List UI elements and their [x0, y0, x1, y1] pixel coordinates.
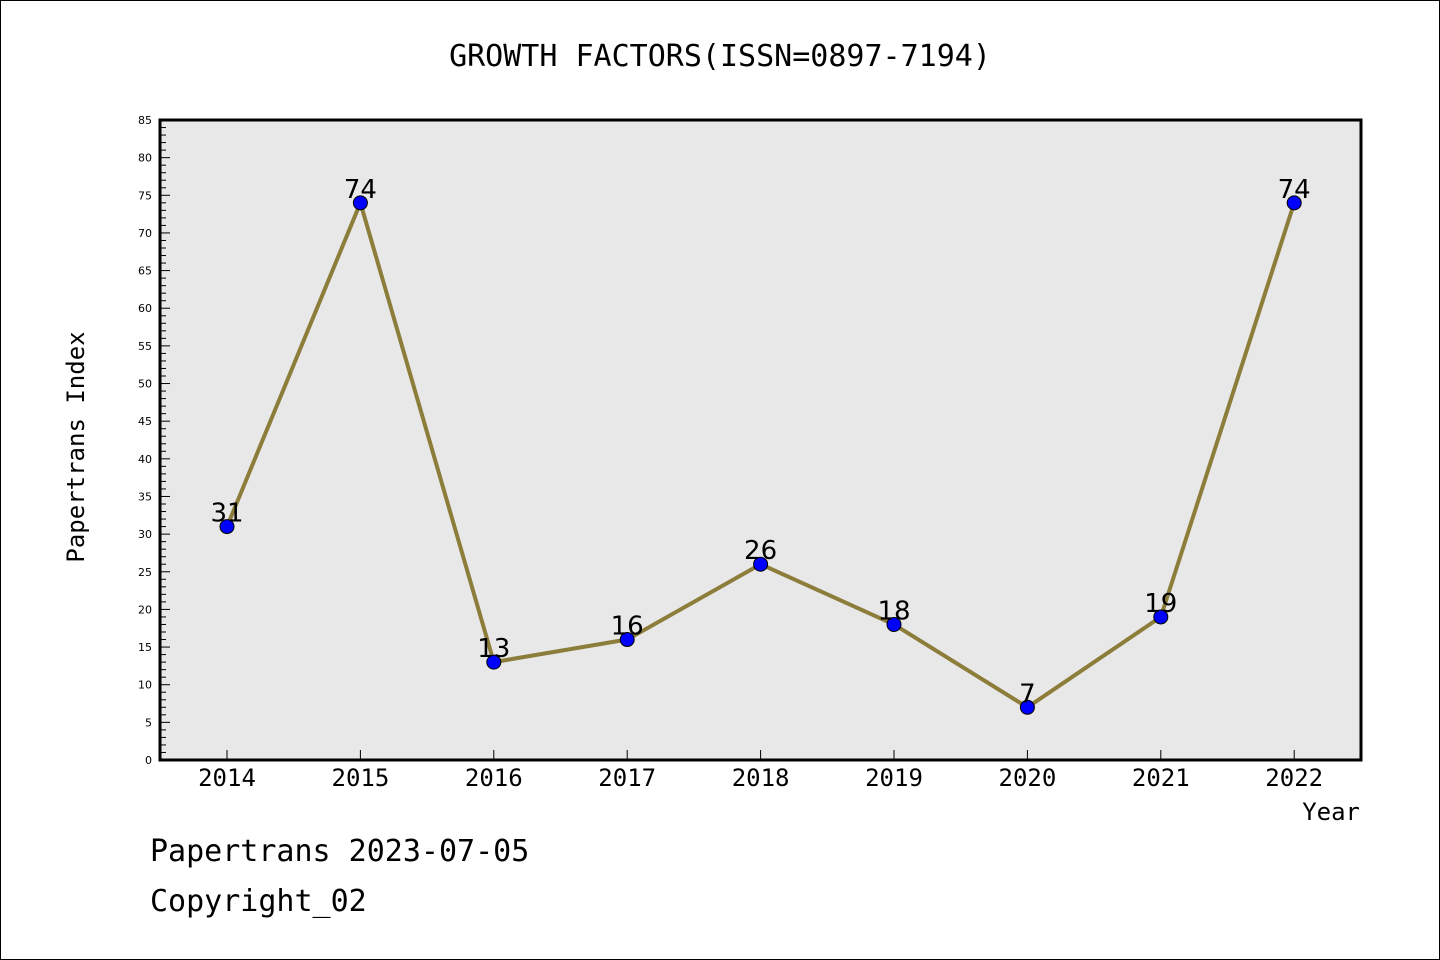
data-label-group: 31 74 13 16 26 18 7 19 74: [210, 175, 1310, 709]
data-point: [1019, 699, 1035, 715]
data-point: [352, 195, 368, 211]
x-tick-label: 2018: [732, 764, 790, 792]
y-tick-label: 70: [138, 227, 152, 240]
x-tick-label: 2020: [999, 764, 1057, 792]
y-tick-label: 5: [145, 716, 152, 729]
data-label: 7: [1019, 679, 1036, 709]
x-axis: 2014 2015 2016 2017 2018 2019 2020 2021 2022: [198, 750, 1323, 792]
x-axis-label: Year: [1302, 798, 1360, 826]
y-tick-label: 45: [138, 415, 152, 428]
data-point: [219, 519, 235, 535]
data-label: 74: [1278, 175, 1311, 205]
y-tick-label: 55: [138, 340, 152, 353]
y-tick-label: 35: [138, 490, 152, 503]
footer-copyright: Copyright_02: [150, 884, 367, 919]
y-tick-label: 75: [138, 189, 152, 202]
y-tick-label: 85: [138, 114, 152, 127]
data-point: [486, 654, 502, 670]
x-tick-label: 2019: [865, 764, 923, 792]
chart-title: GROWTH FACTORS(ISSN=0897-7194): [449, 39, 991, 74]
y-axis-label: Papertrans Index: [62, 331, 90, 562]
plot-area: [158, 118, 1363, 762]
y-tick-label: 30: [138, 528, 152, 541]
data-point-group: [219, 195, 1302, 715]
y-tick-label: 20: [138, 603, 152, 616]
x-tick-label: 2021: [1132, 764, 1190, 792]
data-point: [886, 616, 902, 632]
footer-date: Papertrans 2023-07-05: [150, 834, 530, 869]
x-tick-label: 2016: [465, 764, 523, 792]
data-label: 16: [611, 612, 644, 642]
y-tick-label: 15: [138, 641, 152, 654]
y-tick-label: 10: [138, 679, 152, 692]
x-tick-label: 2022: [1265, 764, 1323, 792]
data-point: [1286, 195, 1302, 211]
x-tick-label: 2017: [598, 764, 656, 792]
y-axis: 0 5 10 15 20 25 30 35 40 45 50 55 60 65 70 75 80 85: [138, 114, 170, 767]
x-tick-label: 2014: [198, 764, 256, 792]
y-tick-label: 80: [138, 152, 152, 165]
data-label: 74: [344, 175, 377, 205]
data-label: 18: [877, 596, 910, 626]
data-point: [619, 632, 635, 648]
data-label: 13: [477, 634, 510, 664]
data-label: 26: [744, 536, 777, 566]
y-tick-label: 25: [138, 566, 152, 579]
y-tick-label: 0: [145, 754, 152, 767]
data-point: [753, 556, 769, 572]
data-label: 19: [1144, 589, 1177, 619]
x-tick-label: 2015: [332, 764, 390, 792]
y-tick-label: 60: [138, 302, 152, 315]
y-tick-label: 50: [138, 378, 152, 391]
y-tick-label: 40: [138, 453, 152, 466]
data-label: 31: [210, 499, 243, 529]
y-tick-label: 65: [138, 265, 152, 278]
data-point: [1153, 609, 1169, 625]
